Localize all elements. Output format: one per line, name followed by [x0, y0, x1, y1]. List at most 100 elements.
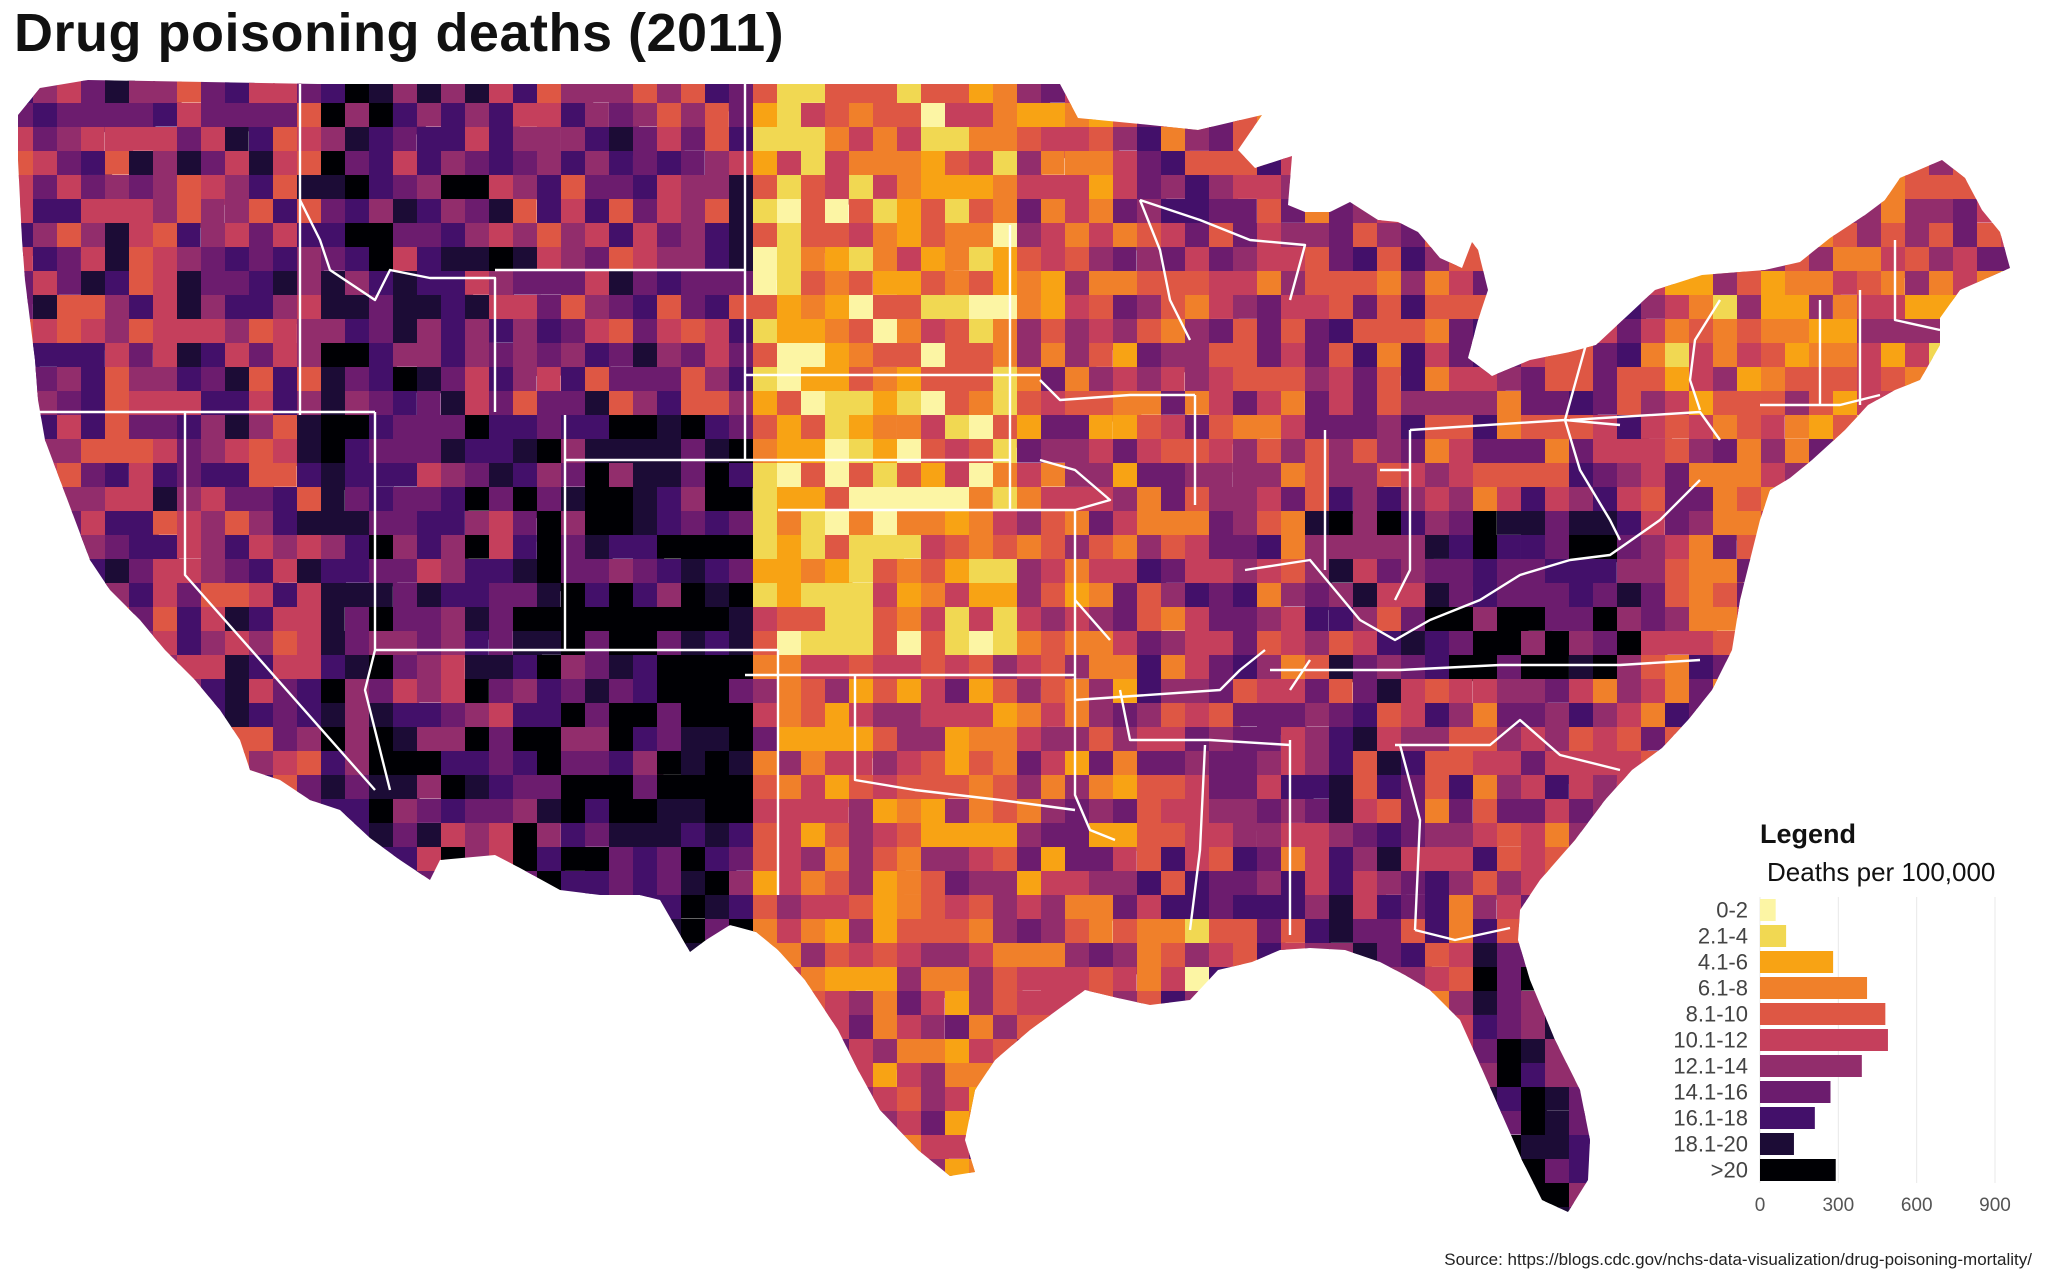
county-cell — [921, 679, 949, 704]
county-cell — [1929, 1039, 1960, 1065]
county-cell — [225, 271, 254, 296]
county-cell — [393, 535, 419, 564]
county-cell — [1929, 607, 1962, 639]
county-cell — [33, 943, 63, 967]
county-cell — [81, 991, 113, 1022]
county-cell — [153, 415, 181, 440]
county-cell — [1305, 80, 1330, 109]
county-cell — [657, 1135, 689, 1161]
county-cell — [1017, 967, 1044, 991]
county-cell — [1089, 1087, 1116, 1114]
county-cell — [1665, 415, 1694, 439]
county-cell — [1593, 871, 1625, 897]
county-cell — [1857, 631, 1885, 660]
county-cell — [201, 967, 232, 996]
county-cell — [1041, 1039, 1070, 1068]
county-cell — [393, 655, 420, 681]
county-cell — [537, 991, 568, 1016]
county-cell — [2025, 751, 2048, 777]
county-cell — [729, 1159, 759, 1187]
county-cell — [705, 295, 734, 324]
county-cell — [1545, 175, 1578, 203]
county-cell — [2025, 79, 2048, 110]
county-cell — [1161, 1063, 1188, 1090]
county-cell — [2025, 1183, 2048, 1209]
county-cell — [177, 1039, 210, 1070]
county-cell — [1329, 703, 1356, 732]
county-cell — [1857, 799, 1883, 832]
county-cell — [1641, 583, 1667, 610]
county-cell — [129, 895, 156, 924]
county-cell — [177, 247, 206, 276]
county-cell — [1401, 199, 1427, 227]
county-cell — [273, 895, 302, 922]
county-cell — [1257, 1063, 1284, 1093]
county-cell — [945, 1135, 975, 1159]
county-cell — [1953, 367, 1977, 393]
county-cell — [1377, 80, 1402, 110]
county-cell — [1521, 895, 1547, 927]
county-cell — [681, 127, 713, 151]
county-cell — [1641, 1015, 1668, 1039]
county-cell — [18, 439, 40, 466]
county-cell — [1545, 679, 1572, 703]
county-cell — [1353, 511, 1378, 538]
county-cell — [105, 175, 134, 202]
county-cell — [1377, 439, 1405, 465]
county-cell — [1689, 80, 1723, 112]
county-cell — [465, 679, 489, 707]
county-cell — [1329, 511, 1353, 542]
county-cell — [441, 1207, 467, 1212]
county-cell — [537, 271, 569, 295]
county-cell — [2025, 943, 2048, 975]
county-cell — [1785, 439, 1811, 468]
county-cell — [681, 463, 706, 492]
county-cell — [1305, 1207, 1338, 1212]
county-cell — [1953, 247, 1982, 272]
county-cell — [1833, 151, 1861, 184]
county-cell — [585, 799, 610, 825]
county-cell — [1305, 1183, 1331, 1209]
county-cell — [1689, 727, 1713, 756]
county-cell — [1137, 655, 1163, 683]
county-cell — [801, 583, 828, 611]
county-cell — [633, 1039, 665, 1065]
county-cell — [585, 1111, 612, 1136]
county-cell — [1569, 271, 1599, 302]
county-cell — [1809, 439, 1837, 466]
county-cell — [1689, 871, 1717, 903]
county-cell — [729, 919, 756, 951]
county-cell — [465, 847, 490, 876]
county-cell — [33, 463, 61, 494]
county-cell — [1473, 895, 1497, 923]
county-cell — [1497, 631, 1525, 660]
county-cell — [33, 511, 60, 537]
county-cell — [1521, 391, 1550, 417]
county-cell — [1281, 103, 1314, 131]
county-cell — [1209, 343, 1237, 371]
county-cell — [81, 631, 111, 657]
county-cell — [81, 823, 109, 847]
county-cell — [1977, 1135, 2010, 1160]
county-cell — [921, 1183, 946, 1212]
county-cell — [1593, 847, 1623, 874]
county-cell — [657, 1111, 683, 1137]
county-cell — [1017, 679, 1041, 707]
county-cell — [1593, 127, 1626, 157]
county-cell — [1617, 847, 1649, 880]
county-cell — [1953, 559, 1982, 591]
county-cell — [57, 919, 88, 948]
county-cell — [633, 631, 661, 657]
county-cell — [1041, 535, 1066, 560]
county-cell — [1833, 415, 1858, 445]
county-cell — [537, 103, 562, 130]
county-cell — [2001, 775, 2010, 807]
county-cell — [1953, 487, 1986, 521]
county-cell — [681, 1159, 713, 1185]
county-cell — [873, 367, 901, 394]
county-cell — [153, 847, 186, 875]
county-cell — [1617, 967, 1648, 999]
county-cell — [417, 295, 443, 323]
county-cell — [657, 895, 682, 922]
county-cell — [1113, 127, 1142, 151]
